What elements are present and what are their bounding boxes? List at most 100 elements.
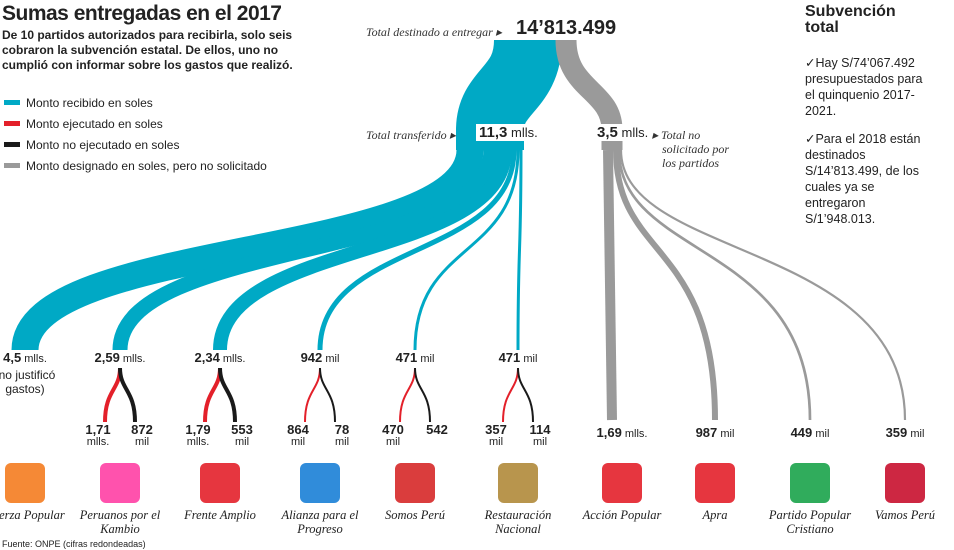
unit: mil — [325, 353, 340, 365]
flow — [11, 148, 484, 352]
unit: mil — [420, 353, 435, 365]
unit: mil — [334, 436, 350, 448]
fork — [118, 367, 137, 423]
legend-label: Monto designado en soles, pero no solici… — [26, 158, 267, 173]
fork — [414, 367, 431, 423]
party-amount: 942 mil — [270, 350, 370, 365]
sub-amount: 553 mil — [217, 422, 267, 448]
party-logo — [5, 463, 45, 503]
amount: 1,71 — [85, 422, 111, 437]
party-name: Acción Popular — [582, 508, 662, 522]
party-name: Peruanos por el Kambio — [79, 508, 161, 536]
amount: 553 — [231, 422, 253, 437]
sub-amount: 470 mil — [368, 423, 418, 448]
transferred-label: Total transferido ▸ — [366, 128, 456, 142]
unit: mlls. — [122, 353, 146, 365]
party-name: Fuerza Popular — [0, 508, 65, 522]
legend-item: Monto recibido en soles — [4, 92, 267, 113]
fork — [502, 367, 519, 423]
party-amount: 471 mil — [365, 350, 465, 365]
swatch — [4, 121, 20, 126]
sub-amount: 357 mil — [471, 423, 521, 448]
legend-label: Monto no ejecutado en soles — [26, 137, 180, 152]
party-amount: 471 mil — [468, 350, 568, 365]
legend-label: Monto recibido en soles — [26, 95, 153, 110]
unit: mlls. — [186, 436, 210, 448]
amount: 78 — [334, 422, 350, 437]
flow — [317, 149, 517, 351]
title: Sumas entregadas en el 2017 — [2, 2, 282, 25]
legend-item: Monto ejecutado en soles — [4, 113, 267, 134]
not-requested-label: ▸ Total no solicitado por los partidos — [652, 128, 730, 170]
sidebar-item: ✓Para el 2018 están destinados S/14’813.… — [805, 132, 921, 226]
unit: mlls. — [222, 353, 246, 365]
amount: 471 — [498, 350, 521, 365]
unit: mlls. — [86, 436, 110, 448]
flow — [555, 39, 623, 131]
fork — [218, 367, 237, 423]
flow — [413, 149, 520, 351]
sub-amount: 1,79 mlls. — [173, 422, 223, 448]
flow — [603, 149, 617, 421]
unit: mil — [532, 436, 548, 448]
flow — [617, 149, 812, 421]
sub-amount: 864 mil — [273, 422, 323, 448]
sidebar-title: Subvención total — [805, 3, 896, 36]
party-amount: 4,5 mlls. — [0, 350, 75, 365]
party-logo — [695, 463, 735, 503]
flow — [619, 149, 907, 421]
sidebar: ✓Hay S/74’067.492 presupuestados para el… — [805, 55, 930, 239]
party-amount: 2,59 mlls. — [70, 350, 170, 365]
party-amount: 449 mil — [760, 425, 860, 440]
total-label: Total destinado a entregar ▸ — [366, 25, 502, 39]
unit: mil — [720, 428, 735, 440]
flow — [456, 37, 562, 133]
flow — [516, 149, 523, 351]
party-amount: 2,34 mlls. — [170, 350, 270, 365]
party-amount: 359 mil — [855, 425, 954, 440]
unit: mlls. — [621, 125, 649, 140]
party-logo — [395, 463, 435, 503]
party-logo — [885, 463, 925, 503]
party-amount: 1,69 mlls. — [572, 425, 672, 440]
swatch — [4, 163, 20, 168]
subtitle: De 10 partidos autorizados para recibirl… — [2, 28, 293, 72]
party-amount: 987 mil — [665, 425, 765, 440]
value: 11,3 — [479, 124, 508, 141]
source-text: Fuente: ONPE — [2, 539, 61, 549]
label: Total transferido — [366, 128, 447, 142]
amount: 2,34 — [194, 350, 220, 365]
party-name: Vamos Perú — [874, 508, 936, 522]
flow — [112, 149, 499, 351]
unit: mil — [134, 436, 150, 448]
value: 3,5 — [597, 124, 618, 141]
sub-amount: 1,71 mlls. — [73, 422, 123, 448]
sub-amount: 872 mil — [117, 422, 167, 448]
amount: 1,79 — [185, 422, 211, 437]
legend-item: Monto designado en soles, pero no solici… — [4, 155, 267, 176]
swatch — [4, 100, 20, 105]
amount: 872 — [131, 422, 153, 437]
source: Fuente: ONPE (cifras redondeadas) — [2, 539, 146, 549]
flow — [613, 149, 718, 421]
legend: Monto recibido en soles Monto ejecutado e… — [4, 92, 267, 176]
party-logo — [498, 463, 538, 503]
amount: 471 — [395, 350, 418, 365]
label: Total destinado a entregar — [366, 25, 493, 39]
amount: 864 — [287, 422, 309, 437]
amount: 2,59 — [94, 350, 120, 365]
unit: mil — [488, 436, 504, 448]
unit: mil — [385, 436, 401, 448]
party-name: Somos Perú — [384, 508, 446, 522]
total-value: 14’813.499 — [516, 17, 617, 39]
party-logo — [602, 463, 642, 503]
fork — [203, 367, 222, 423]
sidebar-item: ✓Hay S/74’067.492 presupuestados para el… — [805, 56, 923, 118]
unit: mlls. — [624, 428, 648, 440]
flow — [213, 149, 512, 351]
sub-amount: 114 mil — [515, 423, 565, 448]
fork — [304, 367, 321, 423]
legend-item: Monto no ejecutado en soles — [4, 134, 267, 155]
